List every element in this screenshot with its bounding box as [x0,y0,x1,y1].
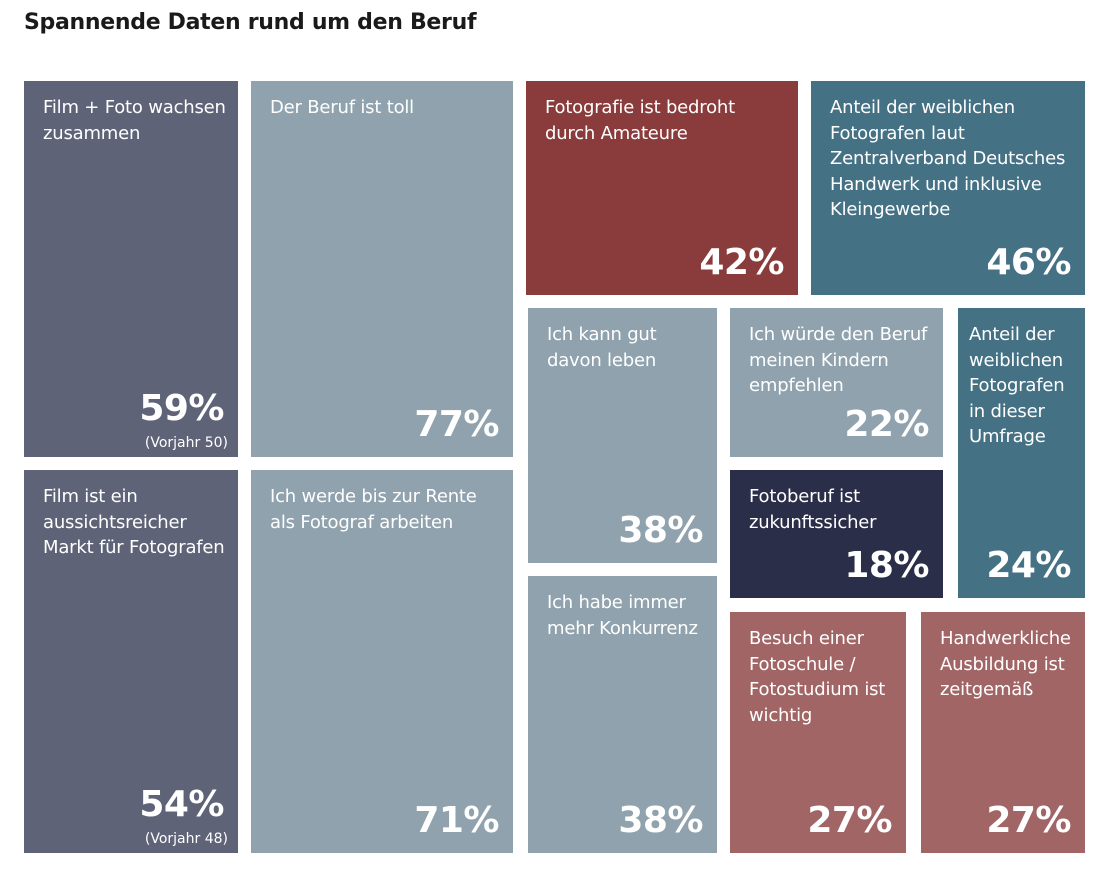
tile-value: 42% [699,242,784,283]
tile-label: Handwerkliche Ausbildung ist zeitgemäß [940,628,1071,700]
tile-label: Ich habe immer mehr Konkurrenz [547,592,698,639]
tile-value: 38% [618,510,703,551]
tile-label: Ich werde bis zur Rente als Fotograf arb… [270,486,477,533]
treemap-tile: Fotoberuf ist zukunftssicher 18% [730,470,943,598]
tile-value: 59% [139,388,224,429]
page-title: Spannende Daten rund um den Beruf [24,10,477,35]
tile-label: Ich kann gut davon leben [547,324,657,371]
treemap-tile: Anteil der weiblichen Fotografen in dies… [958,308,1085,598]
treemap-tile: Ich werde bis zur Rente als Fotograf arb… [251,470,513,853]
tile-value: 27% [807,800,892,841]
tile-value: 54% [139,784,224,825]
tile-label: Anteil der weiblichen Fotografen laut Ze… [830,97,1066,220]
tile-note: (Vorjahr 50) [144,435,228,451]
tile-value: 24% [986,545,1071,586]
treemap-tile: Fotografie ist bedroht durch Amateure 42% [526,81,798,295]
treemap-tile: Besuch einer Fotoschule / Fotostudium is… [730,612,906,853]
tile-label: Film + Foto wachsen zusammen [43,97,226,144]
tile-label: Besuch einer Fotoschule / Fotostudium is… [749,628,886,726]
treemap-tile: Film + Foto wachsen zusammen 59% (Vorjahr … [24,81,238,457]
tile-value: 77% [414,404,499,445]
tile-label: Fotoberuf ist zukunftssicher [749,486,877,533]
treemap-tile: Anteil der weiblichen Fotografen laut Ze… [811,81,1085,295]
tile-value: 46% [986,242,1071,283]
tile-value: 71% [414,800,499,841]
tile-label: Film ist ein aussichtsreicher Markt für … [43,486,225,558]
tile-value: 18% [844,545,929,586]
treemap-tile: Der Beruf ist toll 77% [251,81,513,457]
treemap-tile: Handwerkliche Ausbildung ist zeitgemäß 27… [921,612,1085,853]
tile-label: Anteil der weiblichen Fotografen in dies… [969,324,1065,447]
treemap-tile: Ich habe immer mehr Konkurrenz 38% [528,576,717,853]
tile-label: Fotografie ist bedroht durch Amateure [545,97,735,144]
tile-value: 22% [844,404,929,445]
tile-value: 38% [618,800,703,841]
treemap-tile: Ich kann gut davon leben 38% [528,308,717,563]
tile-value: 27% [986,800,1071,841]
tile-label: Ich würde den Beruf meinen Kindern empfe… [749,324,928,396]
treemap-tile: Ich würde den Beruf meinen Kindern empfe… [730,308,943,457]
tile-note: (Vorjahr 48) [144,831,228,847]
treemap-tile: Film ist ein aussichtsreicher Markt für … [24,470,238,853]
tile-label: Der Beruf ist toll [270,97,414,118]
